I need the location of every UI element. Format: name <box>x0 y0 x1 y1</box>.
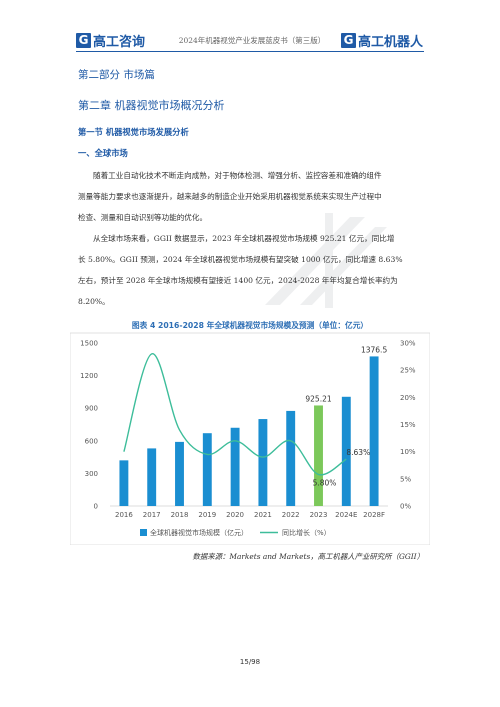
left-axis-tick: 600 <box>85 437 98 445</box>
paragraph-line: 检查、测量和自动识别等功能的优化。 <box>78 213 208 222</box>
bar <box>230 427 240 506</box>
paragraph-line: 随着工业自动化技术不断走向成熟，对于物体检测、增强分析、监控容差和准确的组件 <box>93 171 382 180</box>
paragraph-line: 从全球市场来看，GGII 数据显示，2023 年全球机器视觉市场规模 925.2… <box>93 234 395 243</box>
chart-frame <box>70 332 430 545</box>
logo-right-text: 高工机器人 <box>358 34 424 50</box>
g-logo-icon: G <box>76 32 91 48</box>
right-axis-tick: 10% <box>400 448 416 456</box>
header-divider <box>76 51 424 52</box>
x-axis-tick: 2017 <box>143 511 161 519</box>
logo-left-text: 高工咨询 <box>93 34 146 50</box>
bar <box>286 410 296 506</box>
paragraph-line: 8.20%。 <box>78 297 110 306</box>
legend-entry: 全球机器视觉市场规模（亿元） <box>150 528 248 537</box>
x-axis-tick: 2020 <box>226 511 244 519</box>
part-heading: 第二部分 市场篇 <box>78 69 155 81</box>
bar <box>314 405 323 506</box>
x-axis-tick: 2021 <box>254 511 272 519</box>
x-axis-tick: 2019 <box>198 511 216 519</box>
subsection-heading: 一、全球市场 <box>78 148 128 158</box>
market-size-chart: 0 300 600 900 1200 1500 0% 5% 10% 15% 20% 25% 30% 201… <box>70 332 430 545</box>
bar <box>119 460 129 506</box>
g-logo-icon: G <box>341 32 356 48</box>
data-source: 数据来源：Markets and Markets，高工机器人产业研究所（GGII… <box>192 552 424 561</box>
x-axis-tick: 2016 <box>115 511 133 519</box>
bar <box>258 419 268 506</box>
left-axis-tick: 0 <box>94 503 98 511</box>
growth-line <box>123 353 347 476</box>
document-title: 2024年机器视觉产业发展蓝皮书（第三版） <box>178 36 326 45</box>
right-axis-tick: 25% <box>400 367 416 375</box>
paragraph-line: 测量等能力要求也逐渐提升，越来越多的制造企业开始采用机器视觉系统来实现生产过程中 <box>78 192 382 201</box>
page-header: G 高工咨询 2024年机器视觉产业发展蓝皮书（第三版） G 高工机器人 <box>0 0 500 58</box>
paragraph-line: 长 5.80%。GGII 预测，2024 年全球机器视觉市场规模有望突破 100… <box>78 255 403 264</box>
x-axis-tick: 2023 <box>310 511 328 519</box>
data-label: 925.21 <box>305 394 331 403</box>
data-label: 1376.5 <box>361 345 387 354</box>
left-axis-tick: 1200 <box>80 372 98 380</box>
chapter-heading: 第二章 机器视觉市场概况分析 <box>78 99 225 112</box>
gg-consulting-logo: G 高工咨询 <box>76 31 146 50</box>
left-axis-tick: 900 <box>85 405 98 413</box>
bar <box>202 433 212 506</box>
paragraph-line: 左右，预计至 2028 年全球市场规模有望接近 1400 亿元，2024-202… <box>78 276 398 285</box>
x-axis-tick: 2028F <box>363 511 385 519</box>
right-axis-tick: 5% <box>400 475 411 483</box>
page-number: 15/98 <box>239 658 261 666</box>
bar <box>175 441 184 506</box>
right-axis-tick: 20% <box>400 394 416 402</box>
watermark-logo <box>265 213 387 308</box>
gg-robot-logo: G 高工机器人 <box>341 31 424 50</box>
right-axis-tick: 30% <box>400 340 416 348</box>
right-axis-tick: 15% <box>400 421 416 429</box>
x-axis-tick: 2022 <box>282 511 300 519</box>
right-axis-tick: 0% <box>400 503 411 511</box>
legend-entry: 同比增长（%） <box>282 528 331 537</box>
x-axis-tick: 2024E <box>335 511 357 519</box>
section-heading: 第一节 机器视觉市场发展分析 <box>78 127 189 137</box>
bar <box>147 448 157 506</box>
chart-title: 图表 4 2016-2028 年全球机器视觉市场规模及预测（单位：亿元） <box>131 321 369 330</box>
data-label: 8.63% <box>346 448 370 457</box>
left-axis-tick: 300 <box>85 470 98 478</box>
legend-bar-swatch <box>140 529 147 536</box>
x-axis-tick: 2018 <box>171 511 189 519</box>
data-label: 5.80% <box>313 478 337 487</box>
bar <box>341 396 351 506</box>
bar <box>369 356 379 506</box>
left-axis-tick: 1500 <box>80 340 98 348</box>
